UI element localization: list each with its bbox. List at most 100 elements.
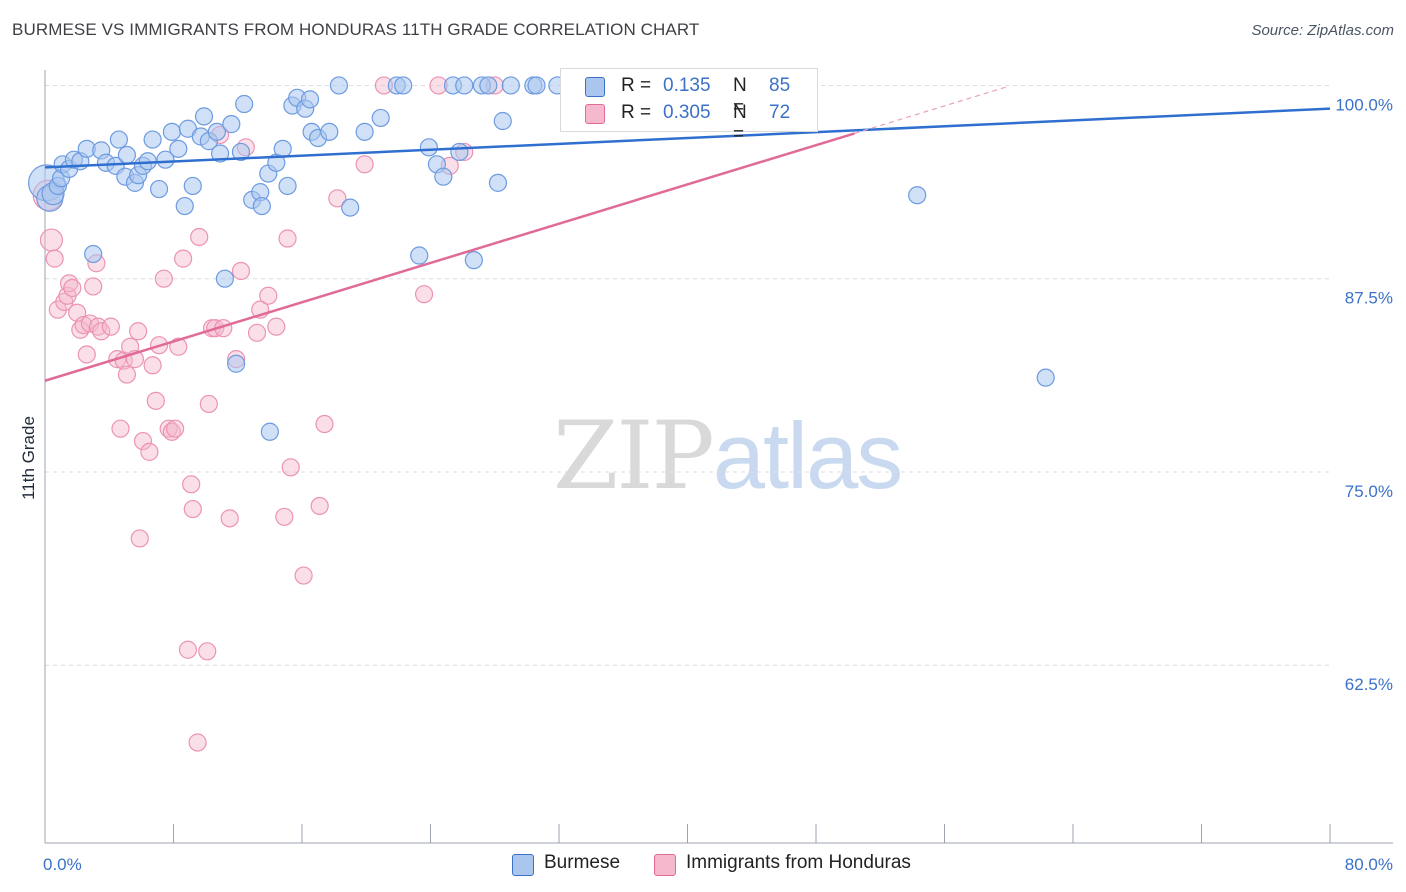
- point-burmese: [355, 122, 374, 141]
- legend-swatch-burmese: [585, 77, 605, 97]
- point-burmese: [394, 76, 413, 95]
- point-burmese: [501, 76, 520, 95]
- point-burmese: [194, 107, 214, 126]
- x-tick-label: 0.0%: [43, 855, 82, 874]
- point-honduras: [140, 442, 159, 461]
- point-burmese: [450, 142, 469, 162]
- trend-line-burmese: [44, 107, 1331, 169]
- point-burmese: [207, 122, 226, 141]
- point-honduras: [310, 496, 329, 516]
- point-burmese: [156, 150, 175, 169]
- legend-n-value: 85: [769, 75, 791, 96]
- point-burmese: [84, 244, 103, 264]
- point-honduras: [267, 317, 286, 336]
- point-burmese: [493, 111, 512, 131]
- legend-swatch-honduras: [585, 104, 605, 124]
- series-burmese-points: [28, 76, 1055, 441]
- point-burmese: [329, 76, 349, 95]
- point-honduras: [328, 189, 347, 208]
- point-honduras: [159, 419, 178, 438]
- point-honduras: [166, 419, 185, 438]
- axis-labels: 62.5% 75.0% 87.5% 100.0% 0.0% 80.0% 11th Grade: [19, 95, 1393, 874]
- point-honduras: [231, 261, 251, 281]
- point-honduras: [146, 391, 165, 410]
- legend-swatch-honduras: [654, 854, 676, 876]
- point-burmese: [117, 145, 137, 165]
- point-burmese: [479, 76, 498, 95]
- legend-r-label: R =: [621, 75, 652, 96]
- point-burmese: [1036, 368, 1055, 387]
- point-burmese: [273, 139, 292, 158]
- point-honduras: [129, 322, 148, 341]
- legend-n-value: 72: [769, 102, 791, 123]
- point-burmese: [260, 422, 279, 441]
- y-axis-title: 11th Grade: [19, 416, 38, 500]
- y-tick-label: 62.5%: [1345, 675, 1393, 694]
- watermark-zip: ZIP: [553, 402, 715, 511]
- legend-n-label: N =: [733, 102, 747, 145]
- point-burmese: [169, 139, 188, 158]
- point-burmese: [455, 76, 474, 95]
- point-honduras: [355, 155, 374, 174]
- point-burmese: [215, 269, 234, 288]
- point-burmese: [235, 94, 254, 114]
- point-honduras: [259, 286, 278, 305]
- legend-r-value: 0.135: [663, 75, 711, 96]
- axes: [44, 70, 1393, 844]
- point-burmese: [210, 144, 230, 163]
- point-burmese: [162, 122, 181, 141]
- point-burmese: [227, 354, 246, 373]
- point-honduras: [154, 269, 173, 288]
- legend-swatch-burmese: [512, 854, 534, 876]
- point-honduras: [92, 322, 111, 341]
- y-tick-label: 100.0%: [1335, 95, 1393, 114]
- point-honduras: [84, 277, 103, 296]
- point-burmese: [252, 196, 271, 216]
- point-burmese: [231, 142, 251, 162]
- point-honduras: [278, 229, 297, 248]
- point-honduras: [130, 529, 149, 548]
- point-burmese: [109, 130, 128, 149]
- y-tick-label: 87.5%: [1345, 289, 1393, 308]
- point-honduras: [143, 356, 162, 375]
- point-honduras: [294, 566, 313, 585]
- point-burmese: [410, 246, 429, 265]
- legend-label-burmese: Burmese: [544, 852, 621, 873]
- trend-line-honduras: [44, 132, 855, 382]
- point-honduras: [74, 315, 93, 335]
- trend-lines: [44, 85, 1331, 382]
- point-honduras: [220, 509, 239, 528]
- point-honduras: [198, 642, 217, 661]
- legend-label-honduras: Immigrants from Honduras: [686, 852, 911, 873]
- point-burmese: [143, 130, 162, 149]
- legend-n-label: N =: [733, 75, 747, 118]
- point-honduras: [63, 278, 82, 298]
- point-burmese: [371, 108, 390, 128]
- point-honduras: [281, 458, 300, 477]
- source-label: Source: ZipAtlas.com: [1251, 22, 1394, 39]
- point-honduras: [133, 431, 153, 451]
- point-burmese: [183, 176, 202, 196]
- point-burmese: [434, 167, 453, 186]
- y-tick-label: 75.0%: [1345, 482, 1393, 501]
- point-honduras: [117, 365, 137, 384]
- point-burmese: [488, 173, 508, 192]
- point-burmese: [464, 251, 483, 270]
- chart-title: BURMESE VS IMMIGRANTS FROM HONDURAS 11TH…: [12, 20, 700, 39]
- point-honduras: [182, 475, 201, 494]
- point-burmese: [527, 76, 546, 95]
- point-honduras: [199, 394, 218, 414]
- point-honduras: [111, 419, 130, 438]
- point-honduras: [39, 228, 64, 252]
- gridlines: [45, 84, 1330, 666]
- point-honduras: [275, 507, 294, 526]
- point-burmese: [278, 176, 297, 196]
- x-tick-label: 80.0%: [1345, 855, 1393, 874]
- point-honduras: [77, 345, 96, 364]
- point-honduras: [183, 499, 202, 519]
- point-burmese: [175, 196, 194, 216]
- point-honduras: [178, 640, 198, 659]
- point-burmese: [341, 198, 360, 217]
- point-honduras: [247, 323, 267, 342]
